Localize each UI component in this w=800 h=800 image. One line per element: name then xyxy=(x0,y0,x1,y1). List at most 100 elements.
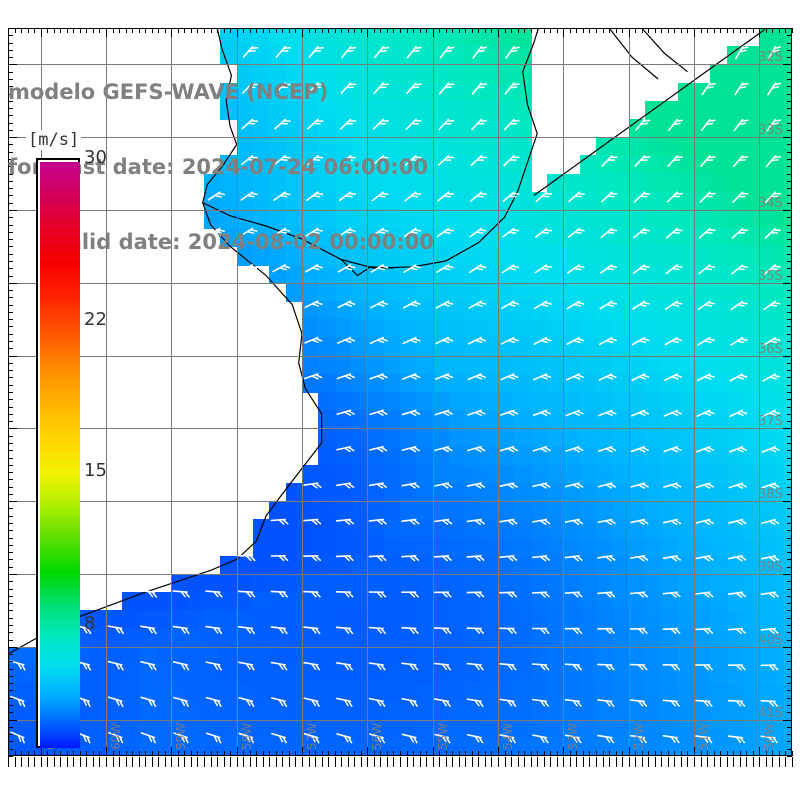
tick-left xyxy=(8,312,13,313)
tick-bottom xyxy=(439,751,440,756)
tick-outer-bottom xyxy=(47,757,48,767)
lat-tick-label: 36S xyxy=(758,341,783,357)
tick-bottom xyxy=(393,751,394,756)
tick-right xyxy=(787,181,792,182)
tick-top xyxy=(511,28,512,33)
tick-top xyxy=(224,28,225,33)
tick-outer-bottom xyxy=(766,757,767,767)
tick-top xyxy=(505,28,506,33)
tick-right xyxy=(787,50,792,51)
tick-left xyxy=(8,450,13,451)
tick-left xyxy=(8,494,13,495)
tick-top xyxy=(727,28,728,33)
tick-top xyxy=(674,28,675,33)
tick-right xyxy=(787,407,792,408)
tick-bottom xyxy=(21,751,22,756)
tick-outer-bottom xyxy=(126,757,127,767)
tick-bottom xyxy=(518,751,519,756)
tick-bottom xyxy=(309,751,310,756)
tick-left xyxy=(8,589,13,590)
tick-right xyxy=(787,472,792,473)
tick-outer-bottom xyxy=(302,757,303,767)
tick-top xyxy=(93,28,94,33)
tick-right xyxy=(787,654,792,655)
tick-bottom xyxy=(524,751,525,756)
tick-bottom xyxy=(446,751,447,756)
tick-bottom xyxy=(86,751,87,756)
tick-top xyxy=(413,28,414,33)
tick-bottom xyxy=(694,747,695,756)
tick-top xyxy=(583,28,584,33)
tick-outer-bottom xyxy=(550,757,551,767)
tick-right xyxy=(787,603,792,604)
lat-tick-label: 37S xyxy=(758,414,783,430)
tick-left xyxy=(8,356,17,357)
title-block: modelo GEFS-WAVE (NCEP) forecast date: 2… xyxy=(8,30,792,305)
tick-bottom xyxy=(237,747,238,756)
tick-right xyxy=(787,559,792,560)
tick-left xyxy=(8,428,17,429)
tick-left xyxy=(8,152,13,153)
tick-top xyxy=(21,28,22,33)
tick-left xyxy=(8,734,13,735)
tick-right xyxy=(787,159,792,160)
tick-left xyxy=(8,370,13,371)
tick-outer-bottom xyxy=(563,757,564,767)
tick-bottom xyxy=(230,751,231,756)
tick-right xyxy=(787,166,792,167)
tick-left xyxy=(8,210,17,211)
tick-outer-bottom xyxy=(237,757,238,767)
lat-tick-label: 39S xyxy=(758,560,783,575)
lon-tick-label: 58W xyxy=(239,722,254,750)
tick-outer-bottom xyxy=(393,757,394,767)
tick-right xyxy=(787,385,792,386)
tick-right xyxy=(787,690,792,691)
tick-top xyxy=(28,28,29,33)
tick-right xyxy=(787,661,792,662)
tick-bottom xyxy=(537,751,538,756)
tick-outer-bottom xyxy=(570,757,571,767)
tick-top xyxy=(302,28,303,37)
tick-top xyxy=(766,28,767,33)
colorbar[interactable] xyxy=(36,158,80,748)
tick-top xyxy=(250,28,251,33)
tick-left xyxy=(8,727,13,728)
tick-top xyxy=(230,28,231,33)
tick-bottom xyxy=(420,751,421,756)
tick-bottom xyxy=(642,751,643,756)
tick-outer-bottom xyxy=(106,757,107,767)
lat-tick-label: 32S xyxy=(758,50,783,66)
tick-outer-bottom xyxy=(753,757,754,767)
tick-top xyxy=(537,28,538,33)
tick-bottom xyxy=(603,751,604,756)
tick-left xyxy=(8,690,13,691)
tick-right xyxy=(787,676,792,677)
tick-top xyxy=(282,28,283,33)
tick-bottom xyxy=(367,747,368,756)
tick-top xyxy=(309,28,310,33)
tick-outer-bottom xyxy=(361,757,362,767)
tick-top xyxy=(158,28,159,33)
tick-left xyxy=(8,195,13,196)
tick-outer-bottom xyxy=(603,757,604,767)
tick-top xyxy=(753,28,754,33)
tick-top xyxy=(498,28,499,37)
tick-right xyxy=(787,494,792,495)
tick-right xyxy=(787,458,792,459)
tick-right xyxy=(787,239,792,240)
tick-bottom xyxy=(132,751,133,756)
tick-left xyxy=(8,545,13,546)
map-plot-area[interactable]: 61W60W59W58W57W56W55W54W53W52W51W50W32S3… xyxy=(8,28,792,756)
tick-right xyxy=(787,268,792,269)
tick-outer-bottom xyxy=(531,757,532,767)
tick-top xyxy=(119,28,120,33)
tick-right xyxy=(787,443,792,444)
tick-top xyxy=(256,28,257,33)
tick-right xyxy=(787,610,792,611)
tick-bottom xyxy=(596,751,597,756)
tick-outer-bottom xyxy=(197,757,198,767)
tick-right xyxy=(787,326,792,327)
tick-top xyxy=(557,28,558,33)
tick-bottom xyxy=(8,751,9,756)
